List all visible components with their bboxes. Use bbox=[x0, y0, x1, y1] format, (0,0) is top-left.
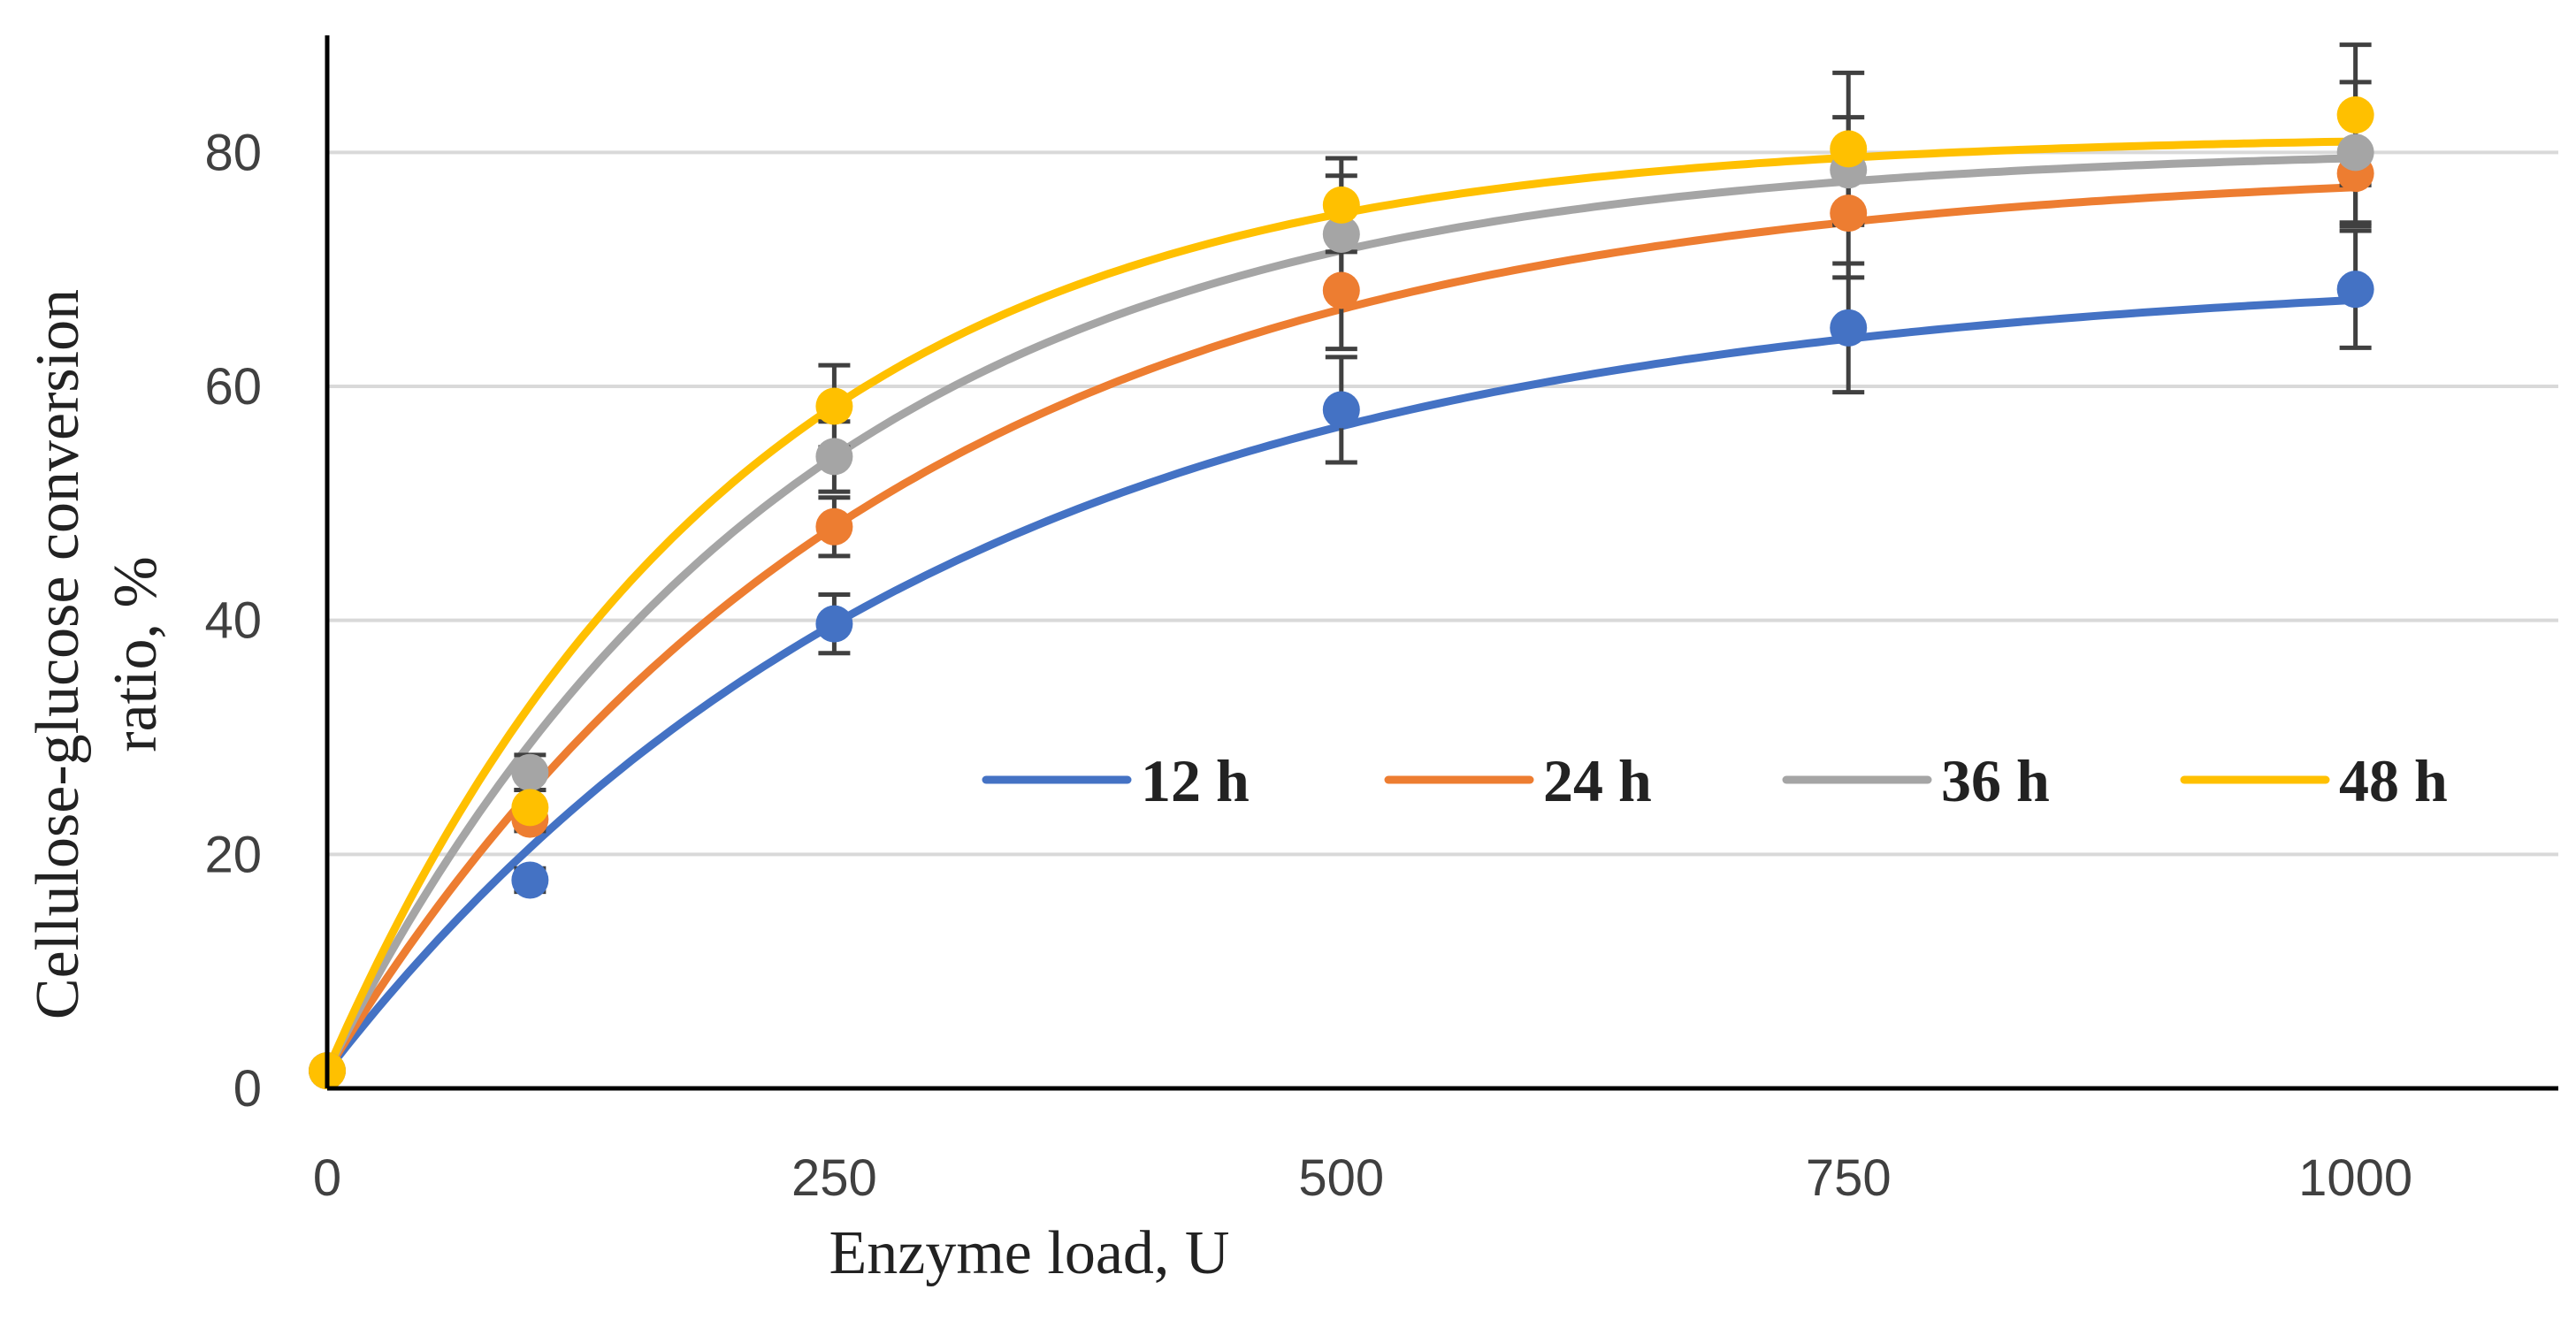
legend-label-12h: 12 h bbox=[1141, 747, 1250, 814]
y-tick-label-60: 60 bbox=[204, 358, 262, 416]
data-point-36h-100 bbox=[511, 753, 549, 791]
data-point-36h-250 bbox=[815, 438, 853, 476]
grid-layer bbox=[327, 150, 2558, 857]
tick-labels-layer: 0 20 40 60 80 0 250 500 750 1000 bbox=[204, 124, 2412, 1207]
y-axis-title-line1: Cellulose-glucose conversion bbox=[24, 289, 92, 1019]
x-axis-title: Enzyme load, U bbox=[829, 1219, 1230, 1287]
x-tick-label-250: 250 bbox=[791, 1149, 877, 1207]
x-tick-label-750: 750 bbox=[1806, 1149, 1892, 1207]
x-tick-label-0: 0 bbox=[313, 1149, 341, 1207]
data-point-12h-500 bbox=[1322, 391, 1360, 429]
y-tick-label-40: 40 bbox=[204, 592, 262, 650]
y-axis-title-line2: ratio, % bbox=[102, 556, 170, 752]
legend-label-36h: 36 h bbox=[1941, 747, 2050, 814]
data-point-24h-250 bbox=[815, 507, 853, 546]
y-tick-label-0: 0 bbox=[233, 1060, 262, 1118]
data-point-48h-500 bbox=[1322, 186, 1360, 224]
data-point-48h-750 bbox=[1830, 130, 1868, 168]
data-point-12h-750 bbox=[1830, 309, 1868, 347]
data-point-12h-250 bbox=[815, 605, 853, 643]
data-point-36h-500 bbox=[1322, 215, 1360, 253]
axis-layer bbox=[325, 35, 2558, 1091]
legend-label-24h: 24 h bbox=[1543, 747, 1652, 814]
y-tick-label-80: 80 bbox=[204, 124, 262, 181]
legend-label-48h: 48 h bbox=[2339, 747, 2448, 814]
data-point-24h-500 bbox=[1322, 271, 1360, 309]
data-point-48h-100 bbox=[511, 789, 549, 827]
x-tick-label-500: 500 bbox=[1298, 1149, 1384, 1207]
data-point-48h-1000 bbox=[2336, 95, 2374, 134]
x-tick-label-1000: 1000 bbox=[2298, 1149, 2412, 1207]
error-bars-layer bbox=[514, 42, 2372, 895]
data-point-12h-1000 bbox=[2336, 271, 2374, 309]
y-tick-label-20: 20 bbox=[204, 826, 262, 883]
data-point-24h-750 bbox=[1830, 195, 1868, 233]
data-point-36h-1000 bbox=[2336, 134, 2374, 172]
data-point-12h-100 bbox=[511, 861, 549, 899]
legend: 12 h 24 h 36 h 48 h bbox=[982, 747, 2448, 814]
data-point-48h-250 bbox=[815, 387, 853, 425]
